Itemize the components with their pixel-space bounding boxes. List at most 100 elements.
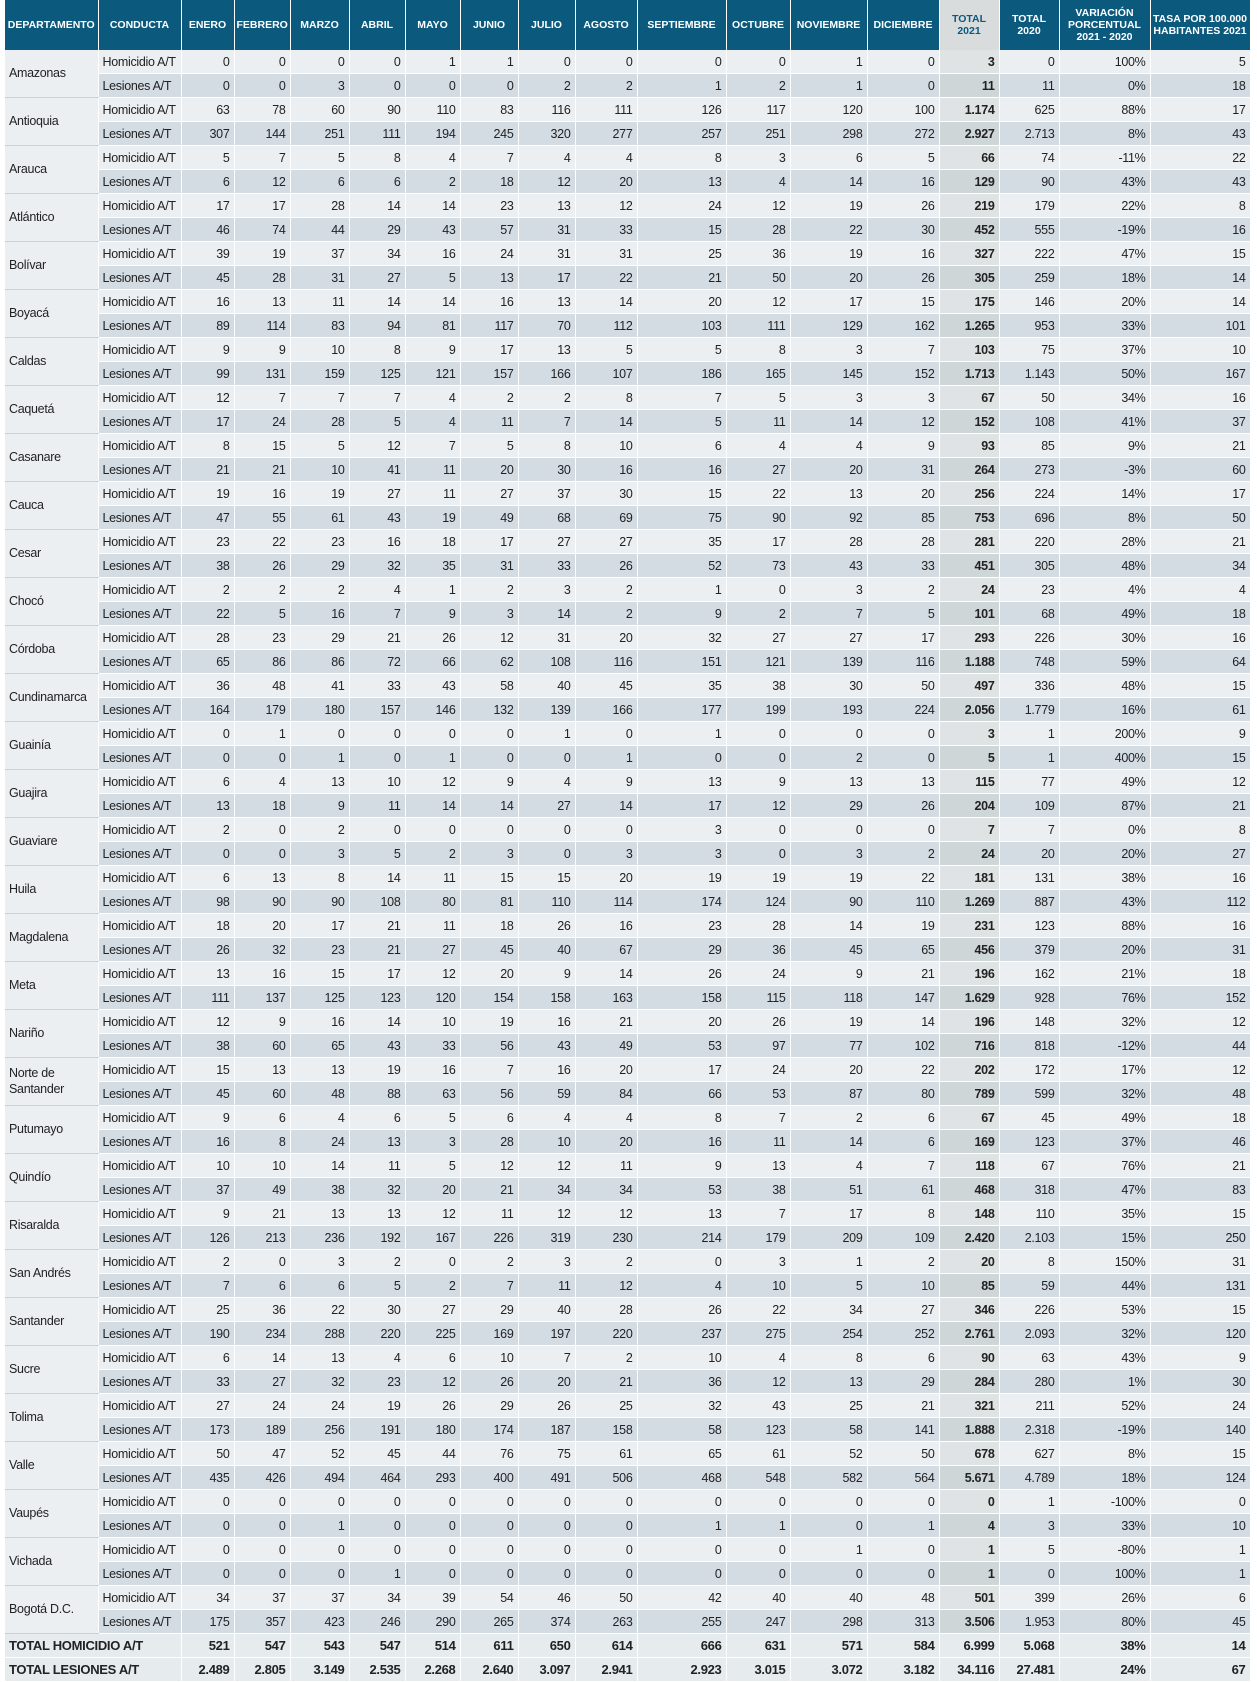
value-cell: 27 xyxy=(518,793,576,818)
value-cell: 2 xyxy=(867,841,940,866)
value-cell: 120 xyxy=(405,985,461,1010)
value-cell: 0 xyxy=(460,73,519,98)
value-cell: 10 xyxy=(637,1345,727,1370)
conduct-label: Lesiones A/T xyxy=(98,1081,182,1106)
conduct-label: Lesiones A/T xyxy=(98,409,182,434)
value-cell: 40 xyxy=(726,1585,791,1610)
value-cell: 0 xyxy=(637,50,727,74)
department-name: Vaupés xyxy=(5,1489,99,1538)
value-cell: 8 xyxy=(790,1345,868,1370)
value-cell: 117 xyxy=(726,97,791,122)
conduct-label: Lesiones A/T xyxy=(98,1225,182,1250)
table-row: Lesiones A/T 17 24 28 5 4 11 7 14 5 11 14 12 152 108 41… xyxy=(5,409,1251,434)
value-cell: 30 xyxy=(518,457,576,482)
value-cell: 2.318 xyxy=(999,1417,1060,1442)
value-cell: 63 xyxy=(999,1345,1060,1370)
value-cell: 23 xyxy=(349,1369,406,1394)
value-cell: 0 xyxy=(290,721,350,746)
table-row: Huila Homicidio A/T 6 13 8 14 11 15 15 20 19 19 19 22… xyxy=(5,865,1251,914)
value-cell: 84 xyxy=(575,1081,638,1106)
value-cell: 4 xyxy=(726,169,791,194)
value-cell: 61 xyxy=(575,1441,638,1466)
value-cell: 1 xyxy=(575,745,638,770)
value-cell: 26 xyxy=(405,625,461,650)
value-cell: 0 xyxy=(637,1489,727,1514)
value-cell: 19 xyxy=(405,505,461,530)
value-cell: 12 xyxy=(405,769,461,794)
table-row: Lesiones A/T 7 6 6 5 2 7 11 12 4 10 5 10 85 59 44% 131 xyxy=(5,1273,1251,1298)
value-cell: 43 xyxy=(349,505,406,530)
value-cell: 2 xyxy=(405,1273,461,1298)
value-cell: 31 xyxy=(518,625,576,650)
value-cell: 15 xyxy=(637,481,727,506)
total-2021-cell: 346 xyxy=(939,1297,1000,1322)
value-cell: 159 xyxy=(290,361,350,386)
value-cell: 222 xyxy=(999,241,1060,266)
value-cell: 555 xyxy=(999,217,1060,242)
value-cell: 12 xyxy=(181,385,235,410)
value-cell: 4 xyxy=(518,145,576,170)
value-cell: 88 xyxy=(349,1081,406,1106)
total-2021-cell: 468 xyxy=(939,1177,1000,1202)
conduct-label: Lesiones A/T xyxy=(98,1609,182,1634)
value-cell: 48 xyxy=(234,673,291,698)
value-cell: 7 xyxy=(349,385,406,410)
value-cell: 132 xyxy=(460,697,519,722)
value-cell: 33 xyxy=(349,673,406,698)
total-2021-cell: 85 xyxy=(939,1273,1000,1298)
value-cell: 43 xyxy=(518,1033,576,1058)
value-cell: 13 xyxy=(349,1129,406,1154)
table-row: Lesiones A/T 0 0 0 1 0 0 0 0 0 0 0 0 1 0 100% 1 xyxy=(5,1561,1251,1586)
total-2021-cell: 321 xyxy=(939,1393,1000,1418)
conduct-label: Homicidio A/T xyxy=(98,1009,182,1034)
table-row: Lesiones A/T 190 234 288 220 225 169 197 220 237 2… xyxy=(5,1321,1251,1346)
conduct-label: Lesiones A/T xyxy=(98,169,182,194)
value-cell: 49 xyxy=(234,1177,291,1202)
value-cell: 0 xyxy=(234,841,291,866)
value-cell: 5 xyxy=(405,1105,461,1130)
value-cell: 76% xyxy=(1059,1153,1151,1178)
table-row: Lesiones A/T 175 357 423 246 290 265 374 263 255 2… xyxy=(5,1609,1251,1634)
value-cell: 14 xyxy=(405,793,461,818)
value-cell: 72 xyxy=(349,649,406,674)
value-cell: 80% xyxy=(1059,1609,1151,1634)
value-cell: 20 xyxy=(575,1057,638,1082)
value-cell: 74 xyxy=(999,145,1060,170)
value-cell: 0 xyxy=(790,1513,868,1538)
conduct-label: Homicidio A/T xyxy=(98,433,182,458)
value-cell: 15 xyxy=(290,961,350,986)
value-cell: 6 xyxy=(234,1273,291,1298)
value-cell: 18 xyxy=(405,529,461,554)
value-cell: 164 xyxy=(181,697,235,722)
value-cell: 110 xyxy=(405,97,461,122)
value-cell: 0 xyxy=(349,721,406,746)
value-cell: 4 xyxy=(575,145,638,170)
value-cell: 16 xyxy=(867,169,940,194)
value-cell: 36 xyxy=(726,241,791,266)
value-cell: 108 xyxy=(999,409,1060,434)
total-2021-cell: 118 xyxy=(939,1153,1000,1178)
value-cell: 12 xyxy=(867,409,940,434)
conduct-label: Homicidio A/T xyxy=(98,1489,182,1514)
value-cell: 0 xyxy=(234,1489,291,1514)
value-cell: 2 xyxy=(460,1249,519,1274)
value-cell: 305 xyxy=(999,553,1060,578)
value-cell: 277 xyxy=(575,121,638,146)
value-cell: 0 xyxy=(460,1537,519,1562)
value-cell: 109 xyxy=(999,793,1060,818)
column-header: AGOSTO xyxy=(575,0,638,50)
value-cell: 28 xyxy=(726,217,791,242)
value-cell: 0 xyxy=(726,841,791,866)
value-cell: 214 xyxy=(637,1225,727,1250)
value-cell: 10 xyxy=(405,1009,461,1034)
value-cell: 45 xyxy=(349,1441,406,1466)
department-name: Vichada xyxy=(5,1537,99,1586)
value-cell: 1.779 xyxy=(999,697,1060,722)
value-cell: 65 xyxy=(290,1033,350,1058)
value-cell: 90 xyxy=(349,97,406,122)
value-cell: 25 xyxy=(575,1393,638,1418)
conduct-label: Homicidio A/T xyxy=(98,721,182,746)
value-cell: 4 xyxy=(637,1273,727,1298)
value-cell: 26 xyxy=(405,1393,461,1418)
table-row: Norte de Santander Homicidio A/T 15 13 13 19 1… xyxy=(5,1057,1251,1106)
